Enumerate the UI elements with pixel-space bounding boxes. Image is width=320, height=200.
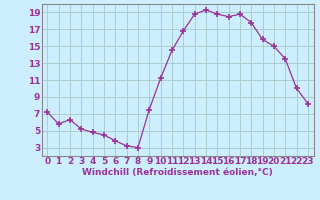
X-axis label: Windchill (Refroidissement éolien,°C): Windchill (Refroidissement éolien,°C) — [82, 168, 273, 177]
